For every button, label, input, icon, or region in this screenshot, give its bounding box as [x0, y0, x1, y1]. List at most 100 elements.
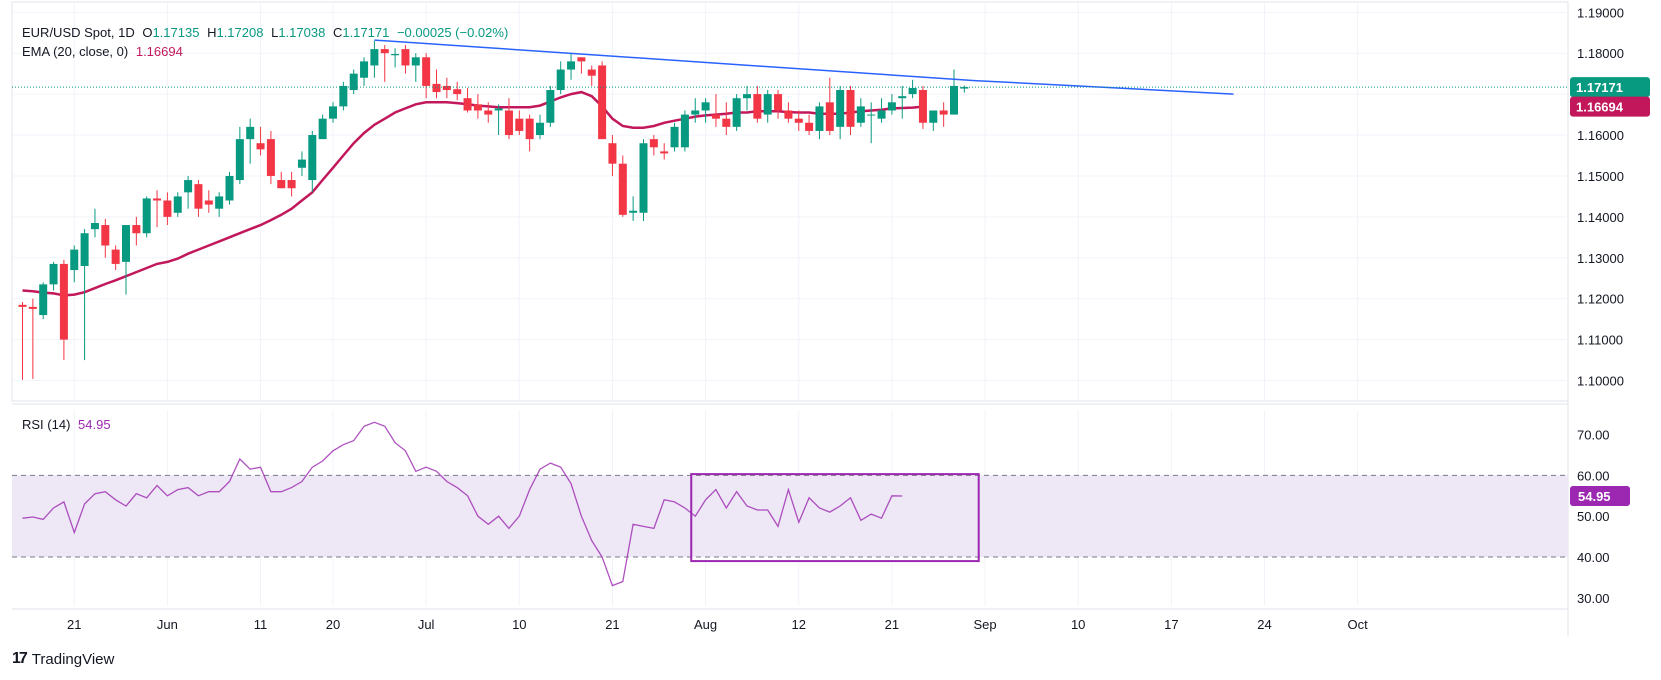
tradingview-icon: 17 — [12, 650, 28, 667]
candle-body — [815, 106, 824, 131]
candle-body — [360, 61, 369, 78]
candle-body — [339, 85, 348, 107]
candle-body — [308, 135, 317, 181]
candle-body — [297, 159, 306, 168]
symbol-title: EUR/USD Spot, 1D — [22, 25, 135, 40]
candle-body — [887, 102, 896, 111]
price-legend: EUR/USD Spot, 1D O1.17135 H1.17208 L1.17… — [22, 25, 512, 40]
close-value: 1.17171 — [342, 25, 390, 40]
x-tick-label: Jun — [157, 617, 178, 632]
x-tick-label: 12 — [792, 617, 806, 632]
candle-body — [711, 114, 720, 119]
candle-body — [380, 49, 389, 54]
candle-body — [639, 143, 648, 213]
candle-body — [753, 94, 762, 119]
price-tick-label: 1.16000 — [1577, 128, 1624, 143]
x-tick-label: Jul — [418, 617, 435, 632]
rsi-highlight-box — [690, 473, 980, 563]
candle-body — [877, 110, 886, 119]
candle-body — [629, 210, 638, 213]
candle-body — [473, 104, 482, 111]
candle-body — [277, 180, 286, 189]
candle-body — [598, 65, 607, 140]
price-pane-frame — [11, 1, 1569, 402]
candle-body — [111, 249, 120, 264]
candle-body — [556, 69, 565, 91]
candle-body — [391, 54, 400, 56]
x-tick-label: 21 — [605, 617, 619, 632]
candle-body — [618, 163, 627, 215]
candle-body — [28, 306, 37, 309]
x-tick-label: 21 — [885, 617, 899, 632]
candle-body — [908, 87, 917, 95]
candle-body — [494, 108, 503, 111]
x-tick-label: 10 — [512, 617, 526, 632]
candle-body — [525, 118, 534, 140]
price-tick-label: 1.15000 — [1577, 169, 1624, 184]
rsi-tick-label: 70.00 — [1577, 428, 1610, 443]
candle-body — [463, 98, 472, 111]
candle-body — [422, 57, 431, 86]
close-label: C — [332, 25, 343, 40]
candle-body — [215, 196, 224, 209]
candle-body — [484, 110, 493, 115]
candle-body — [49, 263, 58, 285]
candle-body — [142, 198, 151, 234]
price-tick-label: 1.13000 — [1577, 251, 1624, 266]
candle-body — [287, 180, 296, 189]
rsi-line — [22, 421, 903, 587]
candle-body — [784, 110, 793, 119]
candle-body — [846, 90, 855, 127]
rsi-tick-label: 30.00 — [1577, 591, 1610, 606]
x-tick-label: 11 — [254, 617, 268, 632]
candle-body — [39, 284, 48, 316]
candle-body — [194, 184, 203, 209]
candle-body — [763, 94, 772, 115]
x-tick-label: Oct — [1348, 617, 1369, 632]
candle-body — [349, 73, 358, 91]
x-tick-label: 20 — [326, 617, 340, 632]
candle-body — [960, 87, 969, 89]
rsi-value: 54.95 — [78, 417, 111, 432]
candle-body — [256, 143, 265, 150]
candle-body — [225, 175, 234, 201]
candle-body — [163, 200, 172, 217]
candle-body — [90, 223, 99, 230]
candle-body — [680, 114, 689, 148]
ema-price-badge — [1570, 96, 1650, 117]
rsi-label: RSI (14) — [22, 417, 71, 432]
candle-body — [329, 106, 337, 119]
ema-value: 1.16694 — [135, 44, 183, 59]
candle-body — [184, 180, 193, 193]
x-tick-label: 21 — [67, 617, 81, 632]
candle-body — [670, 126, 679, 148]
candle-body — [577, 57, 586, 62]
tradingview-logo[interactable]: 17 TradingView — [12, 650, 114, 668]
rsi-value-badge — [1570, 485, 1630, 506]
ema-legend: EMA (20, close, 0) 1.16694 — [22, 44, 187, 59]
ema-label: EMA (20, close, 0) — [22, 44, 129, 59]
ema-line — [22, 90, 924, 297]
last-price-badge — [1570, 77, 1650, 98]
candle-body — [453, 89, 462, 95]
candle-body — [122, 225, 130, 262]
low-value: 1.17038 — [278, 25, 326, 40]
candle-body — [856, 106, 865, 123]
ema-price-label: 1.16694 — [1576, 100, 1624, 115]
candle-body — [318, 118, 327, 140]
candle-body — [235, 139, 244, 181]
candle-body — [836, 90, 845, 127]
candle-body — [370, 49, 379, 66]
candle-body — [867, 114, 876, 116]
candle-body — [153, 198, 162, 201]
price-tick-label: 1.11000 — [1577, 333, 1623, 348]
candle-body — [608, 143, 617, 164]
high-value: 1.17208 — [216, 25, 264, 40]
candle-body — [774, 94, 783, 111]
candle-body — [504, 110, 513, 136]
candle-body — [70, 249, 79, 271]
rsi-tick-label: 50.00 — [1577, 509, 1610, 524]
candle-body — [567, 61, 576, 70]
price-tick-label: 1.10000 — [1577, 374, 1624, 389]
